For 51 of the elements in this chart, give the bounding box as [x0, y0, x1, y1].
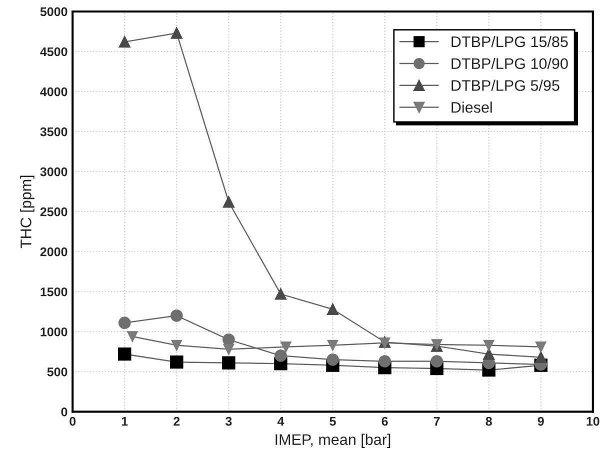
x-tick-label: 4: [277, 417, 284, 426]
y-tick-label: 2500: [40, 207, 68, 216]
point: [378, 355, 391, 368]
point: [536, 342, 546, 352]
y-tick-label: 0: [61, 408, 68, 416]
x-tick-label: 3: [226, 416, 232, 426]
point: [483, 340, 494, 351]
y-tick-label: 2000: [40, 247, 68, 256]
point: [222, 356, 236, 370]
point: [274, 349, 287, 362]
x-tick-label: 0: [70, 416, 76, 426]
y-tick-label: 4000: [40, 87, 68, 96]
y-tick-label: 3500: [40, 127, 68, 136]
x-tick-label: 5: [330, 417, 336, 426]
point: [274, 288, 286, 300]
point: [127, 331, 138, 342]
y-tick-label: 3000: [40, 167, 68, 176]
point: [223, 344, 234, 355]
y-axis-title: THC [ppm]: [20, 176, 34, 248]
x-tick-label: 9: [538, 416, 544, 426]
point: [535, 352, 547, 364]
point: [222, 196, 234, 208]
point: [171, 340, 182, 351]
y-tick-label: 5000: [40, 7, 68, 16]
legend-label: Diesel: [452, 102, 492, 113]
legend-label: DTBP/LPG 10/90: [452, 58, 568, 70]
x-tick-label: 10: [586, 416, 600, 426]
y-tick-label: 500: [47, 367, 68, 376]
point: [170, 27, 182, 39]
legend-label: DTBP/LPG 15/85: [452, 36, 568, 48]
x-tick-label: 2: [174, 416, 180, 426]
point: [170, 309, 183, 322]
x-axis-title: IMEP, mean [bar]: [276, 434, 390, 448]
x-tick-label: 1: [122, 417, 128, 426]
point: [326, 303, 339, 316]
point: [118, 316, 131, 330]
x-tick-label: 6: [382, 416, 388, 426]
point: [170, 355, 184, 369]
point: [326, 353, 339, 366]
x-tick-label: 8: [486, 416, 492, 426]
point: [483, 348, 495, 360]
y-tick-label: 1000: [40, 327, 68, 336]
point: [280, 342, 292, 352]
point: [118, 36, 130, 48]
y-tick-label: 4500: [40, 47, 68, 56]
y-tick-label: 1500: [40, 287, 68, 296]
point: [430, 355, 443, 368]
point: [327, 340, 338, 351]
legend-label: DTBP/LPG 5/95: [452, 80, 560, 91]
x-tick-label: 7: [434, 417, 440, 426]
point: [118, 347, 132, 361]
